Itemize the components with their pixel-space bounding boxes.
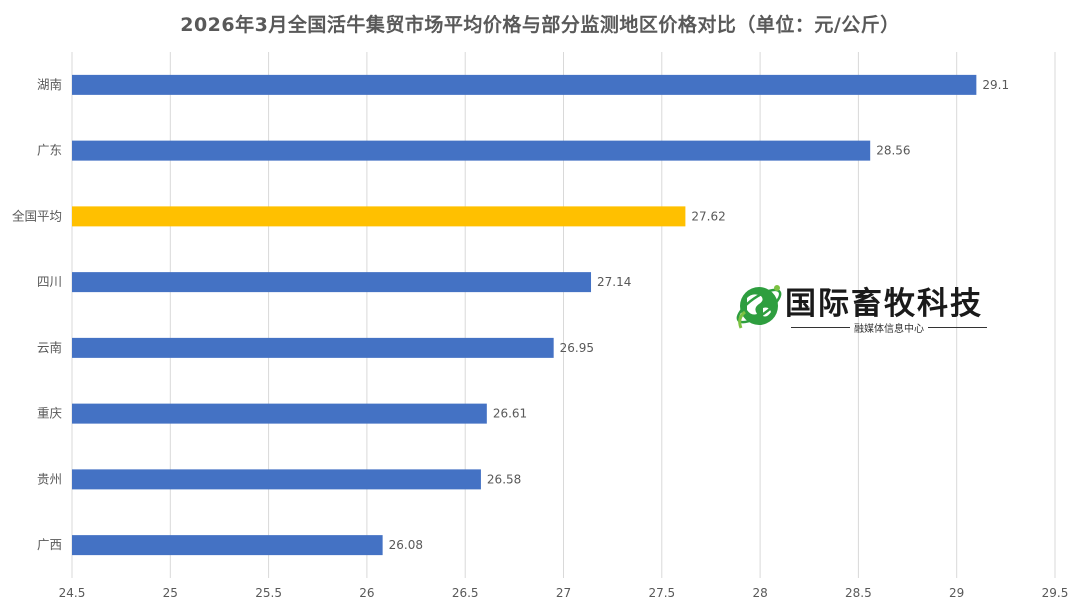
bar (72, 74, 977, 95)
category-label: 重庆 (37, 406, 63, 421)
divider (928, 326, 987, 328)
chart-title: 2026年3月全国活牛集贸市场平均价格与部分监测地区价格对比（单位：元/公斤） (180, 14, 900, 36)
x-tick-label: 25 (163, 586, 178, 600)
category-label: 湖南 (37, 77, 62, 92)
data-label: 26.95 (560, 341, 594, 355)
bar (72, 535, 383, 556)
category-label: 云南 (37, 340, 62, 355)
category-label: 广西 (37, 537, 62, 552)
category-label: 贵州 (37, 471, 62, 486)
x-tick-label: 29 (949, 586, 964, 600)
bar (72, 469, 481, 490)
x-tick-label: 27.5 (648, 586, 675, 600)
bar-highlight (72, 206, 686, 227)
watermark-logo: 国际畜牧科技 融媒体信息中心 (733, 276, 1003, 336)
labels: 24.5 25 25.5 26 26.5 27 27.5 28 28.5 29 29.5 湖南 29.1… (12, 77, 1068, 600)
x-tick-label: 26 (359, 586, 374, 600)
logo-subtitle: 融媒体信息中心 (854, 323, 924, 335)
bar (72, 140, 871, 161)
data-label: 27.14 (597, 275, 631, 289)
bars (72, 74, 977, 556)
x-tick-label: 27 (556, 586, 571, 600)
x-tick-label: 29.5 (1042, 586, 1069, 600)
data-label: 27.62 (691, 209, 725, 223)
bar (72, 337, 554, 358)
x-tick-label: 26.5 (452, 586, 479, 600)
category-label: 全国平均 (12, 208, 62, 223)
divider (791, 326, 850, 328)
data-label: 26.61 (493, 407, 527, 421)
x-tick-label: 25.5 (255, 586, 282, 600)
logo-subtitle-row: 融媒体信息中心 (791, 320, 987, 335)
logo-name: 国际畜牧科技 (785, 286, 983, 322)
x-tick-label: 24.5 (59, 586, 86, 600)
category-label: 四川 (37, 274, 62, 289)
x-tick-label: 28.5 (845, 586, 872, 600)
x-tick-label: 28 (752, 586, 767, 600)
data-label: 26.08 (389, 538, 423, 552)
bar (72, 403, 487, 424)
bar (72, 272, 592, 293)
gridlines (71, 52, 1056, 578)
data-label: 29.1 (982, 78, 1009, 92)
data-label: 28.56 (876, 144, 910, 158)
category-label: 广东 (37, 143, 62, 158)
data-label: 26.58 (487, 472, 521, 486)
globe-leaf-icon (736, 285, 782, 329)
